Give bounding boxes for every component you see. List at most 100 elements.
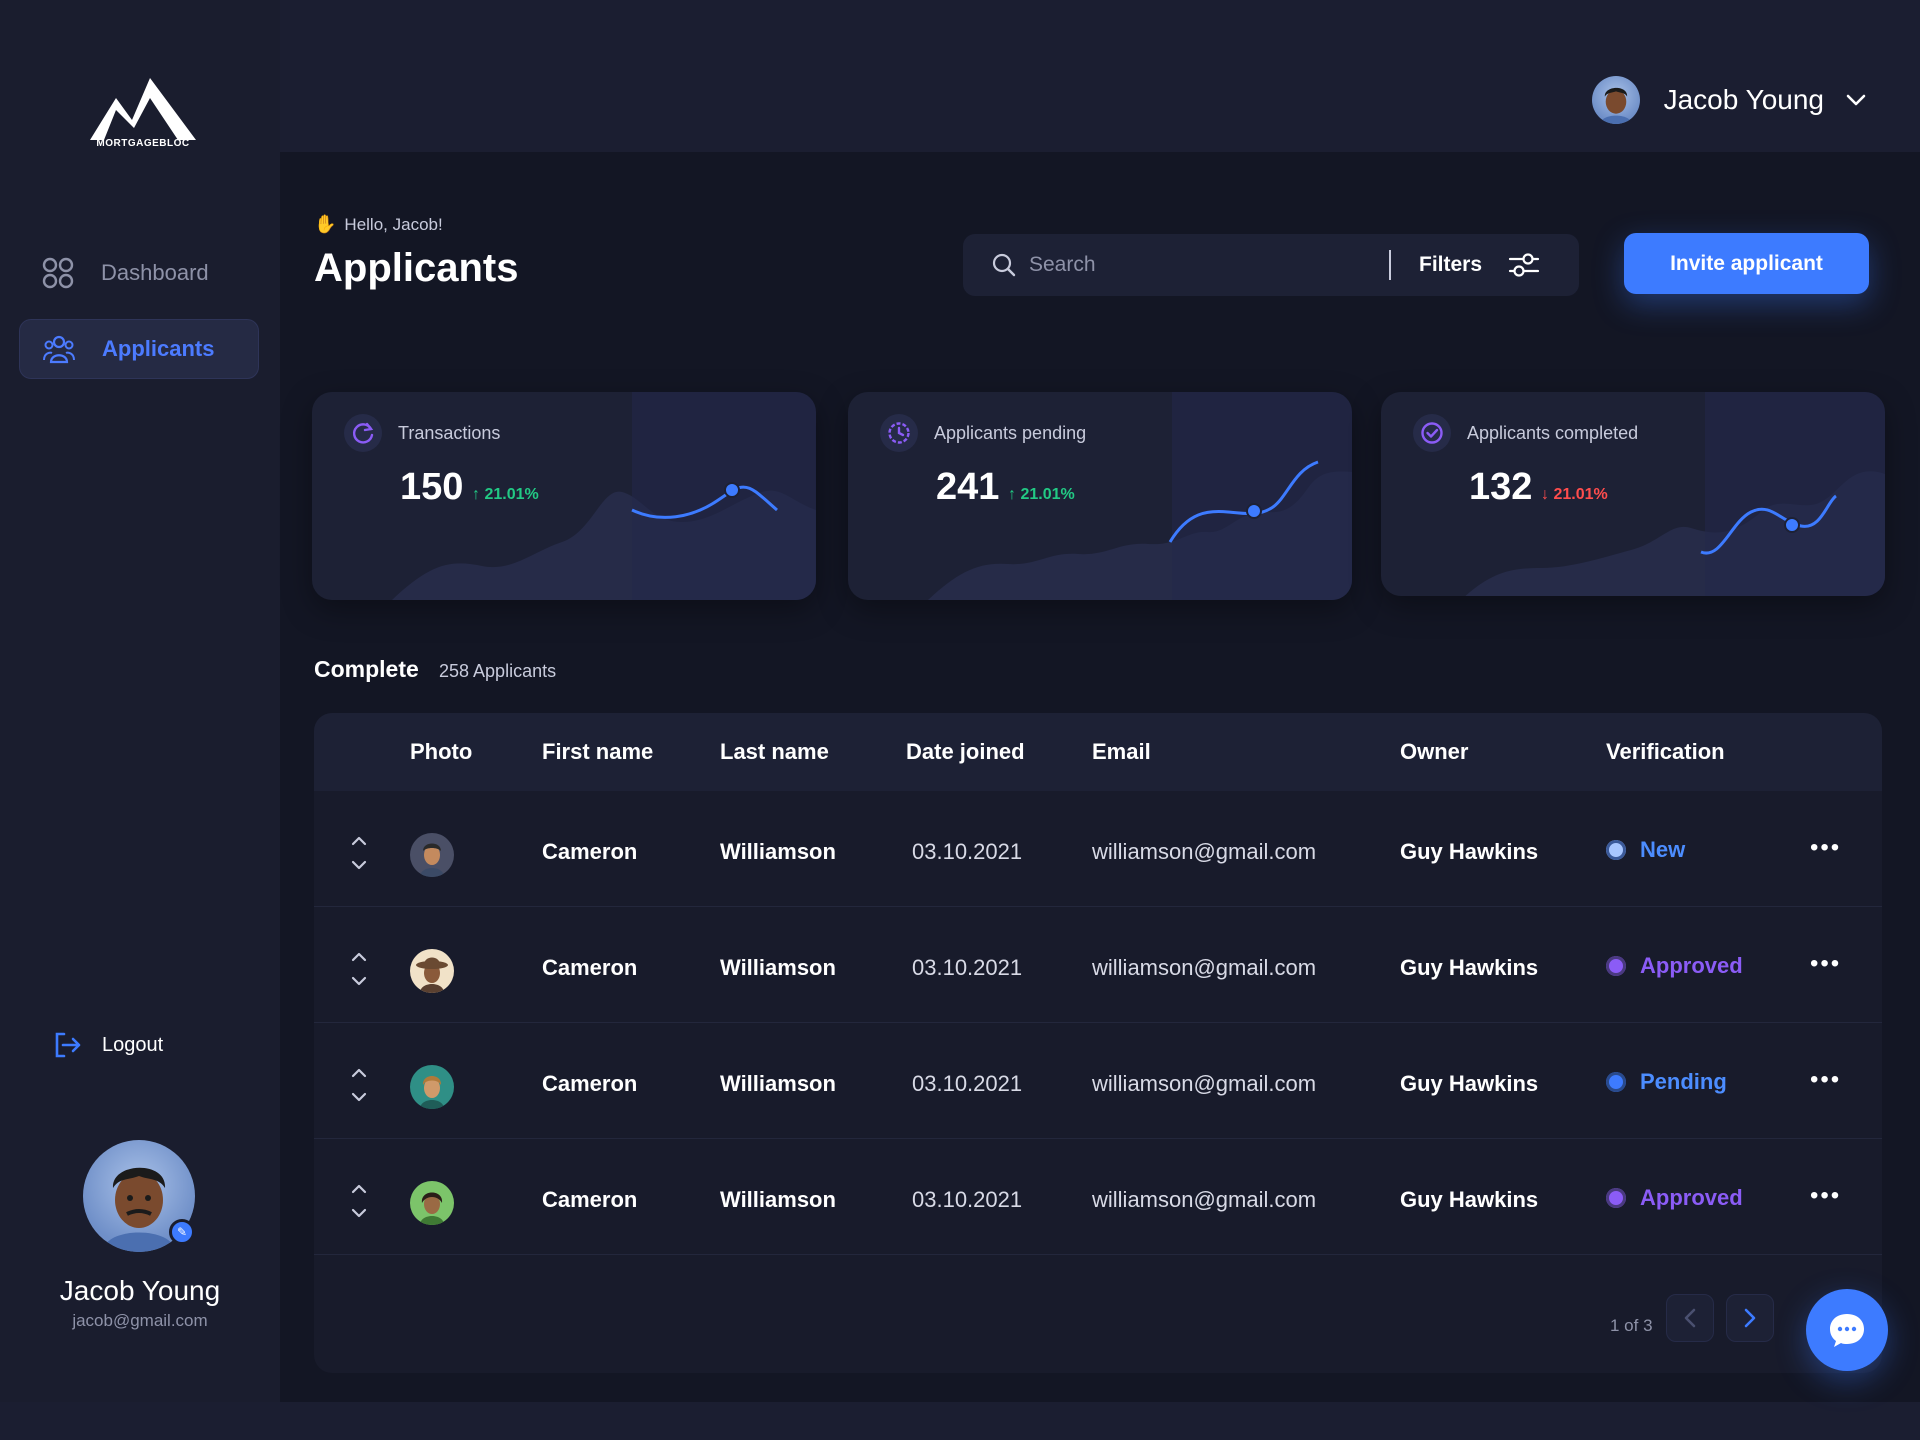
email-cell: williamson@gmail.com bbox=[1092, 955, 1317, 980]
status-label: Pending bbox=[1640, 1069, 1727, 1094]
first-name-cell: Cameron bbox=[542, 839, 638, 864]
avatar-illustration bbox=[1600, 87, 1632, 124]
profile-name: Jacob Young bbox=[59, 1275, 221, 1306]
logout-icon bbox=[55, 1032, 81, 1058]
email-cell: williamson@gmail.com bbox=[1092, 839, 1317, 864]
more-options-icon[interactable]: ••• bbox=[1810, 950, 1842, 977]
sparkline-chart bbox=[392, 392, 816, 600]
brand-logo[interactable] bbox=[88, 68, 198, 154]
prev-page-button[interactable] bbox=[1666, 1294, 1714, 1342]
more-options-icon[interactable]: ••• bbox=[1810, 834, 1842, 861]
table-header: Photo First name Last name Date joined E… bbox=[314, 713, 1882, 791]
pencil-icon: ✎ bbox=[176, 1225, 188, 1239]
clock-icon bbox=[880, 414, 918, 452]
section-count: 258 Applicants bbox=[439, 661, 557, 681]
column-header-first-name[interactable]: First name bbox=[542, 739, 654, 764]
arrow-down-icon: ↓ bbox=[1541, 486, 1554, 503]
column-header-verification[interactable]: Verification bbox=[1606, 739, 1725, 764]
check-circle-icon bbox=[1413, 414, 1451, 452]
top-bar bbox=[280, 0, 1920, 152]
filters-label: Filters bbox=[1419, 253, 1483, 276]
column-header-email[interactable]: Email bbox=[1092, 739, 1151, 764]
sidebar-item-label: Dashboard bbox=[101, 260, 209, 285]
column-header-last-name[interactable]: Last name bbox=[720, 739, 829, 764]
wave-icon: ✋ bbox=[314, 214, 337, 234]
search-icon bbox=[992, 253, 1016, 277]
column-header-photo[interactable]: Photo bbox=[410, 739, 473, 764]
stat-delta-value: 21.01% bbox=[1553, 486, 1608, 503]
greeting: ✋ Hello, Jacob! bbox=[314, 214, 443, 235]
applicant-photo bbox=[410, 833, 454, 877]
logout-button[interactable]: Logout bbox=[52, 1030, 163, 1060]
stat-delta: ↑ 21.01% bbox=[1008, 486, 1075, 504]
status-label: New bbox=[1640, 837, 1686, 862]
stat-card-transactions: Transactions 150 ↑ 21.01% bbox=[312, 392, 816, 600]
applicant-photo bbox=[410, 1181, 454, 1225]
refresh-icon bbox=[344, 414, 382, 452]
sidebar-item-applicants[interactable]: Applicants bbox=[19, 319, 259, 379]
table-row[interactable]: Cameron Williamson 03.10.2021 williamson… bbox=[314, 907, 1882, 1023]
first-name-cell: Cameron bbox=[542, 955, 638, 980]
more-options-icon[interactable]: ••• bbox=[1810, 1066, 1842, 1093]
reorder-icon[interactable] bbox=[350, 1183, 368, 1219]
greeting-text: Hello, Jacob! bbox=[344, 214, 443, 234]
chevron-down-icon bbox=[1846, 94, 1866, 106]
arrow-up-icon: ↑ bbox=[472, 486, 485, 503]
stat-header: Transactions bbox=[344, 414, 500, 452]
sparkline-chart bbox=[928, 392, 1352, 600]
applicant-photo bbox=[410, 949, 454, 993]
avatar[interactable] bbox=[83, 1140, 195, 1252]
stat-delta: ↓ 21.01% bbox=[1541, 486, 1608, 504]
sidebar: MORTGAGEBLOC Dashboard Applicants Logout bbox=[0, 0, 280, 1402]
next-page-button[interactable] bbox=[1726, 1294, 1774, 1342]
stat-value: 241 bbox=[936, 466, 1000, 508]
stat-label: Applicants pending bbox=[934, 422, 1087, 443]
brand-name: MORTGAGEBLOC bbox=[96, 138, 190, 149]
status-dot bbox=[1606, 1188, 1626, 1208]
sparkline-chart bbox=[1465, 392, 1885, 596]
email-cell: williamson@gmail.com bbox=[1092, 1071, 1317, 1096]
status-badge: Pending bbox=[1606, 1069, 1727, 1095]
table-row[interactable]: Cameron Williamson 03.10.2021 williamson… bbox=[314, 791, 1882, 907]
last-name-cell: Williamson bbox=[720, 1071, 836, 1096]
stat-card-pending: Applicants pending 241 ↑ 21.01% bbox=[848, 392, 1352, 600]
stat-delta: ↑ 21.01% bbox=[472, 486, 539, 504]
logout-label: Logout bbox=[102, 1033, 164, 1056]
table-row[interactable]: Cameron Williamson 03.10.2021 williamson… bbox=[314, 1023, 1882, 1139]
search-input[interactable] bbox=[1029, 253, 1389, 277]
date-cell: 03.10.2021 bbox=[912, 1187, 1023, 1212]
chevron-right-icon bbox=[1744, 1308, 1756, 1328]
date-cell: 03.10.2021 bbox=[912, 839, 1023, 864]
chat-bubble-icon bbox=[1830, 1314, 1864, 1347]
column-header-owner[interactable]: Owner bbox=[1400, 739, 1469, 764]
stat-header: Applicants completed bbox=[1413, 414, 1638, 452]
user-menu[interactable]: Jacob Young bbox=[1591, 76, 1866, 124]
filters-button[interactable]: Filters bbox=[1419, 251, 1540, 279]
section-title: Complete bbox=[314, 656, 419, 682]
edit-avatar-button[interactable]: ✎ bbox=[169, 1219, 195, 1245]
bottom-strip bbox=[0, 1402, 1920, 1440]
table-row[interactable]: Cameron Williamson 03.10.2021 williamson… bbox=[314, 1139, 1882, 1255]
reorder-icon[interactable] bbox=[350, 835, 368, 871]
last-name-cell: Williamson bbox=[720, 839, 836, 864]
reorder-icon[interactable] bbox=[350, 1067, 368, 1103]
owner-cell: Guy Hawkins bbox=[1400, 955, 1539, 980]
search-bar: Filters bbox=[963, 234, 1579, 296]
stat-label: Transactions bbox=[398, 422, 501, 443]
chat-button[interactable] bbox=[1806, 1289, 1888, 1371]
sidebar-item-dashboard[interactable]: Dashboard bbox=[19, 243, 259, 303]
reorder-icon[interactable] bbox=[350, 951, 368, 987]
invite-applicant-button[interactable]: Invite applicant bbox=[1624, 233, 1869, 294]
profile-email: jacob@gmail.com bbox=[72, 1311, 208, 1330]
applicants-table: Photo First name Last name Date joined E… bbox=[314, 713, 1882, 1373]
stat-value: 132 bbox=[1469, 466, 1533, 508]
avatar-illustration bbox=[103, 1167, 175, 1252]
arrow-up-icon: ↑ bbox=[1008, 486, 1021, 503]
first-name-cell: Cameron bbox=[542, 1187, 638, 1212]
search-divider bbox=[1389, 250, 1391, 280]
column-header-date-joined[interactable]: Date joined bbox=[906, 739, 1025, 764]
sidebar-item-label: Applicants bbox=[102, 336, 215, 361]
more-options-icon[interactable]: ••• bbox=[1810, 1182, 1842, 1209]
last-name-cell: Williamson bbox=[720, 1187, 836, 1212]
stat-delta-value: 21.01% bbox=[1020, 486, 1075, 503]
